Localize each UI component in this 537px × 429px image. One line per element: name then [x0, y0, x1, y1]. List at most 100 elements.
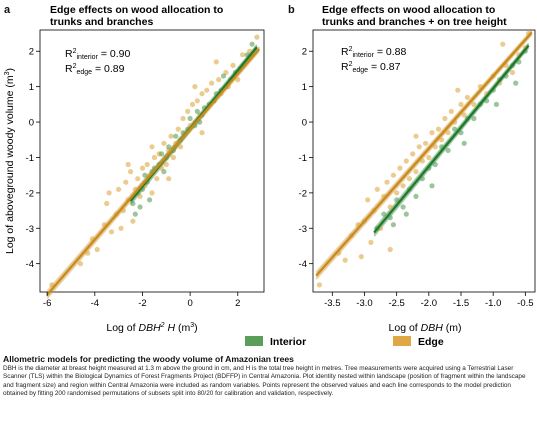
panel-b-edge-point	[387, 246, 393, 253]
panel-b-interior-point	[394, 197, 400, 203]
panel-b-edge-point	[394, 190, 400, 196]
panel-a-interior-point	[137, 204, 143, 210]
panel-b-edge-point	[413, 133, 419, 139]
panel-a-edge-point	[254, 34, 260, 40]
panel-a-edge-point	[154, 176, 160, 182]
panel-a-edge-point	[166, 176, 172, 182]
panel-b-interior-point	[400, 204, 406, 210]
panel-b-interior-point	[461, 140, 467, 146]
panel-b-x-ticks: -3.5 -3.0 -2.5 -2.0 -1.5 -1.0 -0.5	[324, 292, 534, 309]
panel-b-interior-point	[419, 176, 425, 182]
panel-b-y-tick-label: 2	[302, 47, 307, 58]
panel-b-y-tick-label: -3	[299, 224, 307, 235]
panel-b-edge-point	[358, 254, 364, 260]
panel-a-x-tick-label: -4	[91, 298, 99, 309]
panel-a-interior-point	[220, 73, 227, 79]
panel-b-edge-point	[445, 130, 451, 136]
panel-b-edge-point	[416, 144, 422, 150]
panel-b-edge-point	[390, 172, 396, 178]
panel-a-edge-point	[149, 144, 155, 150]
panel-b-interior-point	[432, 161, 438, 168]
panel-a-x-tick-label: -2	[138, 298, 146, 309]
panel-b-x-tick-label: -2.0	[421, 298, 437, 309]
panel-a-edge-point	[170, 154, 176, 161]
panel-b-edge-point	[400, 183, 406, 189]
panel-a-r2-edge: R2edge = 0.89	[65, 63, 125, 76]
panel-a-edge-point	[116, 186, 122, 192]
panel-a-fit-lines	[46, 46, 261, 296]
panel-b-edge-point	[464, 94, 470, 100]
panel-a-edge-point	[175, 126, 181, 132]
panel-b-plot-frame	[312, 29, 536, 293]
panel-b-x-axis-label: Log of DBH (m)	[389, 322, 462, 334]
panel-b-edge-fit-band	[315, 30, 533, 274]
panel-a-interior-point	[158, 151, 165, 157]
panel-b-title-line1: Edge effects on wood allocation to	[322, 4, 495, 16]
panel-b-edge-point	[426, 154, 432, 161]
panel-a-edge-point	[230, 62, 236, 68]
panel-b-interior-fit-band	[373, 46, 530, 236]
panel-b-edge-fit-line	[315, 31, 533, 277]
panel-a-x-ticks: -6 -4 -2 0 2	[43, 292, 240, 309]
panel-b-interior-point	[458, 130, 464, 136]
panel-b-interior-fit-band	[373, 43, 530, 231]
panel-a-interior-point	[142, 172, 148, 178]
panel-b-interior-point	[390, 222, 396, 228]
panel-a-edge-point	[94, 246, 100, 253]
panel-a-edge-point	[240, 52, 246, 58]
panel-a-edge-point	[106, 190, 112, 196]
panel-a-x-tick-label: 2	[235, 298, 240, 309]
panel-a-edge-fit-line	[46, 48, 261, 296]
panel-b-x-tick-label: -3.5	[324, 298, 340, 309]
y-axis-label: Log of aboveground woody volume (m3)	[4, 68, 16, 254]
panel-b-edge-point	[419, 158, 425, 164]
panel-a-y-tick-label: 1	[29, 82, 34, 93]
caption-body: DBH is the diameter at breast height mea…	[3, 365, 526, 397]
panel-a-interior-point	[249, 41, 255, 47]
panel-b-edge-point	[406, 176, 413, 182]
panel-a-edge-point	[85, 250, 91, 256]
panel-a-edge-point	[118, 225, 124, 231]
panel-b-edge-point	[432, 144, 438, 150]
panel-a-title-line1: Edge effects on wood allocation to	[50, 4, 223, 16]
panel-b-r2-interior: R2interior = 0.88	[341, 46, 406, 59]
panel-b-edge-point	[435, 126, 442, 132]
panel-b-x-tick-label: -1.5	[453, 298, 469, 309]
panel-a-edge-point	[178, 144, 184, 150]
legend-edge-label: Edge	[418, 336, 444, 348]
caption-title: Allometric models for predicting the woo…	[3, 354, 294, 364]
panel-a-x-tick-label: 0	[187, 298, 192, 309]
panel-b-r2-edge: R2edge = 0.87	[341, 61, 401, 74]
panel-b-edge-point	[455, 87, 461, 93]
panel-b-x-tick-label: -1.0	[485, 298, 501, 309]
panel-b-interior-fit-band	[373, 42, 530, 230]
panel-a-y-tick-label: -3	[26, 224, 34, 235]
panel-b-interior-point	[471, 115, 477, 122]
panel-a-edge-point	[192, 84, 198, 90]
panel-a-interior-point	[166, 144, 172, 150]
panel-b-edge-point	[342, 257, 348, 263]
panel-b-interior-point	[413, 193, 419, 199]
panel-a-edge-point	[151, 154, 157, 161]
panel-a-x-tick-label: -6	[43, 298, 51, 309]
panel-b-interior-point	[381, 211, 387, 217]
panel-a-edge-point	[144, 161, 150, 168]
panel-a-edge-point	[139, 165, 146, 171]
panel-b-edge-point	[448, 108, 454, 114]
panel-a-edge-point	[77, 261, 84, 267]
panel-a-edge-point	[128, 169, 134, 175]
panel-a-y-tick-label: -4	[26, 259, 34, 270]
panel-a-edge-point	[163, 161, 169, 168]
panel-a-edge-point	[123, 179, 129, 185]
panel-b: b Edge effects on wood allocation to tru…	[288, 4, 536, 334]
panel-b-interior-point	[452, 126, 458, 132]
panel-a-interior-point	[194, 108, 200, 114]
panel-a: a Edge effects on wood allocation to tru…	[4, 4, 265, 334]
panel-b-edge-point	[461, 112, 467, 118]
panel-a-edge-point	[199, 130, 205, 136]
panel-a-edge-point	[204, 87, 210, 93]
panel-a-interior-point	[187, 115, 193, 122]
legend-interior-swatch	[245, 336, 263, 346]
panel-a-edge-point	[213, 59, 219, 65]
